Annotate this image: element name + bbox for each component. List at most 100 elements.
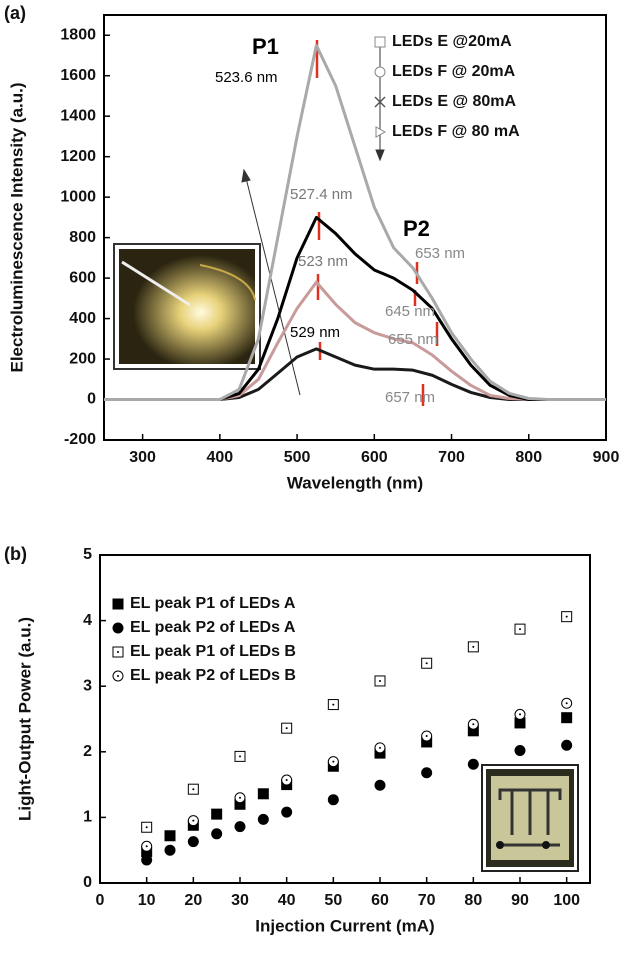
y-axis-title: Electroluminescence Intensity (a.u.) [7,82,26,372]
marker [164,844,176,856]
legend-item: EL peak P1 of LEDs A [112,595,296,612]
marker-dot [425,662,428,665]
legend-label: LEDs E @ 80mA [392,93,517,110]
arrows [241,40,385,396]
y-tick-label: 1600 [60,67,96,84]
x-tick-label: 30 [231,892,249,909]
marker [211,828,223,840]
x-tick-label: 40 [278,892,296,909]
y-tick-label: 3 [83,677,92,694]
legend-label: EL peak P1 of LEDs A [130,595,296,612]
y-tick-label: 1200 [60,148,96,165]
y-tick-label: 400 [69,310,96,327]
y-tick-label: 1800 [60,26,96,43]
x-tick-label: 60 [371,892,389,909]
x-axis-title: Injection Current (mA) [255,916,434,935]
legend-label: EL peak P2 of LEDs B [130,667,296,684]
x-tick-label: 20 [184,892,202,909]
y-tick-label: 1400 [60,107,96,124]
marker [112,598,124,610]
marker-dot [117,651,119,653]
marker [467,758,479,770]
annotation: 523 nm [298,253,348,270]
legend-item: LEDs E @ 80mA [374,93,517,110]
legend-marker [112,598,124,610]
marker [561,712,573,724]
y-tick-label: 200 [69,350,96,367]
legend-marker [112,646,124,658]
x-tick-label: 100 [553,892,580,909]
marker [374,36,386,48]
marker-dot [332,760,335,763]
marker-dot [117,675,119,677]
y-axis-title: Light-Output Power (a.u.) [15,617,34,821]
x-tick-label: 90 [511,892,529,909]
spectrum-line [104,43,606,402]
legend-label: EL peak P2 of LEDs A [130,619,296,636]
annotation: 527.4 nm [290,186,353,203]
legend-label: LEDs F @ 80 mA [392,123,520,140]
y-tick-label: 0 [87,391,96,408]
legend-item: LEDs E @20mA [374,33,512,50]
annotation: 529 nm [290,324,340,341]
marker-dot [425,735,428,738]
plot-frame [103,14,607,441]
marker [187,836,199,848]
x-tick-label: 400 [206,449,233,466]
marker [257,813,269,825]
x-tick-label: 10 [138,892,156,909]
marker-dot [519,628,521,631]
annotation: 653 nm [415,245,465,262]
x-axis-title: Wavelength (nm) [287,473,423,492]
marker-dot [472,723,475,726]
marker [421,767,433,779]
marker [327,794,339,806]
marker-dot [379,746,381,749]
annotation: 657 nm [385,389,435,406]
annotation: 523.6 nm [215,69,278,86]
marker-dot [239,755,241,758]
x-tick-label: 0 [96,892,105,909]
y-tick-label: 5 [83,546,92,563]
annotation: P2 [403,216,430,241]
x-tick-label: 300 [129,449,156,466]
y-tick-label: 4 [83,612,92,629]
marker [561,739,573,751]
y-tick-label: 600 [69,269,96,286]
y-tick-label: -200 [64,431,96,448]
marker-dot [192,819,195,822]
x-tick-label: 900 [593,449,620,466]
panel-label: (b) [4,544,27,564]
y-tick-label: 2 [83,743,92,760]
legend-item: EL peak P2 of LEDs A [112,619,296,636]
y-tick-label: 1000 [60,188,96,205]
marker-dot [239,796,241,799]
plot-frame [99,554,591,884]
marker-dot [192,788,195,791]
marker-dot [285,779,288,782]
marker [141,854,153,866]
marker [257,788,269,800]
marker-dot [145,826,148,829]
x-tick-label: 700 [438,449,465,466]
legend-item: EL peak P1 of LEDs B [112,643,296,660]
inset-photo [113,243,261,370]
x-tick-label: 70 [418,892,436,909]
marker [375,126,387,138]
inset-photo [481,764,579,872]
x-tick-label: 80 [464,892,482,909]
annotation: 645 nm [385,303,435,320]
marker [374,779,386,791]
marker-dot [565,702,568,705]
marker-dot [285,727,288,730]
legend-marker [374,36,386,48]
marker [374,96,386,108]
x-tick-label: 800 [515,449,542,466]
marker [211,808,223,820]
marker [164,830,176,842]
marker-dot [145,845,148,848]
panel-label: (a) [4,3,26,23]
x-tick-label: 600 [361,449,388,466]
